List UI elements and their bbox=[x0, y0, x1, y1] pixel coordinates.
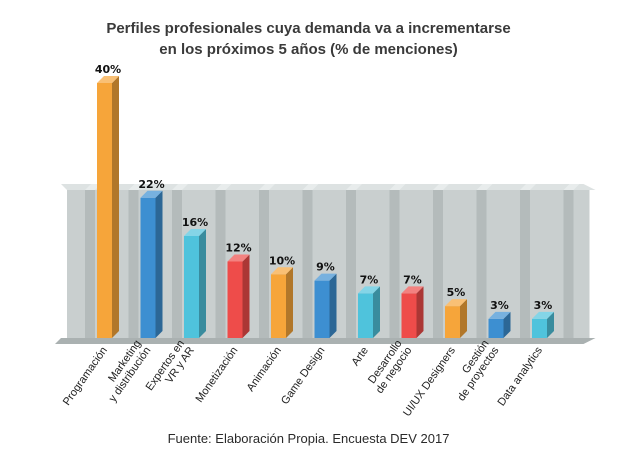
bar-side bbox=[547, 311, 554, 338]
wall-pillar-cap bbox=[172, 184, 188, 190]
bar-top bbox=[314, 273, 337, 281]
bar-top bbox=[97, 76, 119, 83]
data-label: 40% bbox=[95, 63, 121, 76]
bar-front bbox=[227, 261, 243, 338]
wall-pillar bbox=[302, 190, 313, 338]
chart-title-line-2: en los próximos 5 años (% de menciones) bbox=[159, 41, 458, 58]
wall-pillar bbox=[85, 190, 95, 338]
data-label: 10% bbox=[269, 254, 295, 267]
wall-pillar bbox=[128, 190, 139, 338]
bar-top bbox=[488, 311, 511, 319]
x-tick-label: Gestiónde proyectos bbox=[446, 338, 502, 404]
x-tick-label-line: Arte bbox=[350, 345, 371, 368]
wall-pillar bbox=[563, 190, 574, 338]
x-tick-label: Animación bbox=[245, 345, 284, 394]
bar-top bbox=[532, 311, 554, 319]
data-label: 3% bbox=[534, 299, 553, 312]
floor bbox=[55, 338, 596, 344]
x-tick-label: Arte bbox=[350, 345, 371, 368]
wall-pillar-cap bbox=[563, 184, 580, 190]
x-tick-label: Monetización bbox=[193, 345, 240, 405]
data-label: 7% bbox=[360, 273, 379, 286]
x-tick-label-line: Monetización bbox=[193, 345, 240, 405]
bar-top bbox=[401, 286, 424, 294]
wall-pillar bbox=[389, 190, 400, 338]
bar-top bbox=[140, 190, 163, 198]
x-tick-label: Expertos enVR y AR bbox=[144, 338, 197, 400]
data-label: 7% bbox=[403, 273, 422, 286]
bar-front bbox=[358, 293, 373, 338]
wall-pillar-cap bbox=[128, 184, 145, 190]
bar-top bbox=[445, 299, 467, 307]
bar-front bbox=[488, 318, 504, 338]
bar-front bbox=[140, 197, 156, 338]
bar-side bbox=[199, 229, 206, 338]
wall-pillar bbox=[172, 190, 182, 338]
x-tick-label: Marketingy distribución bbox=[97, 338, 153, 404]
wall-pillar bbox=[520, 190, 530, 338]
x-tick-label: Game Design bbox=[279, 345, 327, 407]
data-label: 16% bbox=[182, 216, 208, 229]
bar-side bbox=[460, 299, 467, 338]
wall-pillar bbox=[433, 190, 443, 338]
wall-pillar-cap bbox=[520, 184, 536, 190]
data-label: 9% bbox=[316, 261, 335, 274]
wall-pillar bbox=[215, 190, 226, 338]
chart-title: Perfiles profesionales cuya demanda va a… bbox=[0, 18, 617, 60]
bar-front bbox=[184, 236, 199, 338]
bar-side bbox=[112, 76, 119, 338]
bar-top bbox=[271, 267, 293, 275]
wall-pillar-cap bbox=[302, 184, 319, 190]
bar-side bbox=[286, 267, 293, 338]
wall-pillar-cap bbox=[215, 184, 232, 190]
chart-title-line-1: Perfiles profesionales cuya demanda va a… bbox=[106, 20, 511, 37]
bar-side bbox=[416, 286, 424, 338]
wall-pillar-cap bbox=[433, 184, 449, 190]
bar-front bbox=[271, 274, 286, 338]
bar-top bbox=[358, 286, 380, 294]
source-note: Fuente: Elaboración Propia. Encuesta DEV… bbox=[167, 431, 450, 446]
x-tick-label-line: Animación bbox=[245, 345, 284, 394]
bar-front bbox=[314, 280, 330, 338]
data-label: 22% bbox=[138, 178, 164, 191]
x-tick-label-line: Game Design bbox=[279, 345, 327, 407]
data-label: 5% bbox=[447, 286, 466, 299]
x-tick-label-line: Data analytics bbox=[495, 344, 545, 408]
bar-front bbox=[532, 318, 547, 338]
wall-top bbox=[61, 184, 596, 190]
bar-side bbox=[155, 190, 163, 338]
bar-front bbox=[401, 293, 417, 338]
wall-pillar bbox=[346, 190, 356, 338]
bar-side bbox=[329, 273, 337, 338]
bar-front bbox=[97, 83, 112, 338]
bar-top bbox=[184, 229, 206, 236]
x-tick-label: Programación bbox=[61, 345, 110, 408]
wall-pillar-cap bbox=[389, 184, 406, 190]
bar-front bbox=[445, 306, 460, 338]
wall-pillar bbox=[476, 190, 487, 338]
x-tick-label: Desarrollode negocio bbox=[364, 338, 415, 396]
wall-pillar-cap bbox=[346, 184, 362, 190]
data-label: 12% bbox=[225, 242, 251, 255]
wall-pillar-cap bbox=[476, 184, 493, 190]
bar-side bbox=[242, 254, 250, 338]
data-label: 3% bbox=[490, 299, 509, 312]
x-tick-label: Data analytics bbox=[495, 344, 545, 408]
bar-side bbox=[503, 311, 511, 338]
wall-pillar-cap bbox=[259, 184, 275, 190]
wall-pillar bbox=[259, 190, 269, 338]
bar-top bbox=[227, 254, 250, 262]
bar-side bbox=[373, 286, 380, 338]
x-tick-label-line: Programación bbox=[61, 345, 110, 408]
